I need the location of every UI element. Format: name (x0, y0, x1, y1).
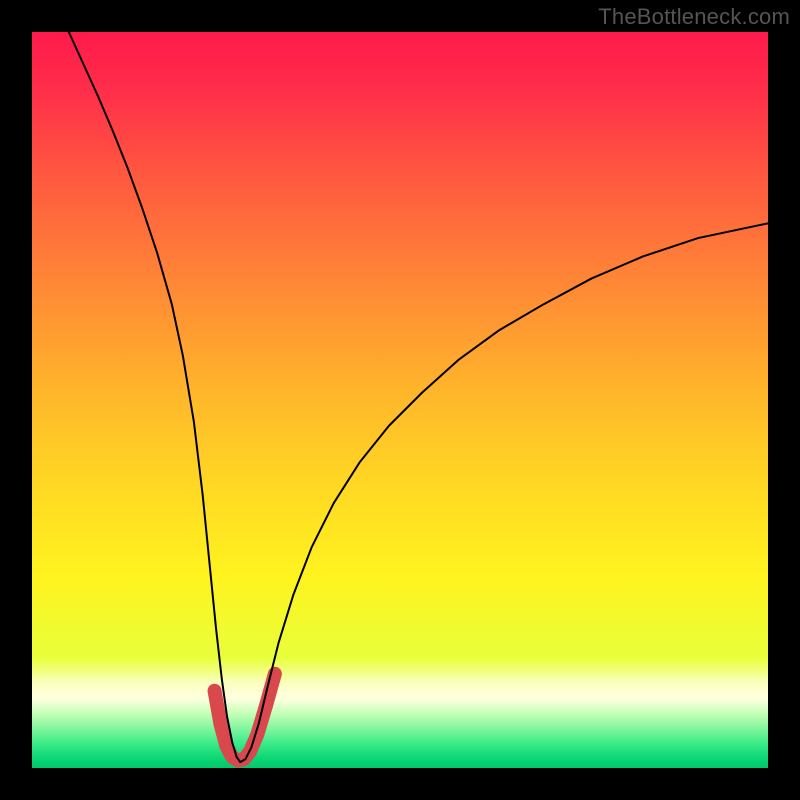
chart-stage: TheBottleneck.com (0, 0, 800, 800)
watermark-text: TheBottleneck.com (598, 4, 790, 30)
bottleneck-chart (0, 0, 800, 800)
plot-background (32, 32, 768, 768)
